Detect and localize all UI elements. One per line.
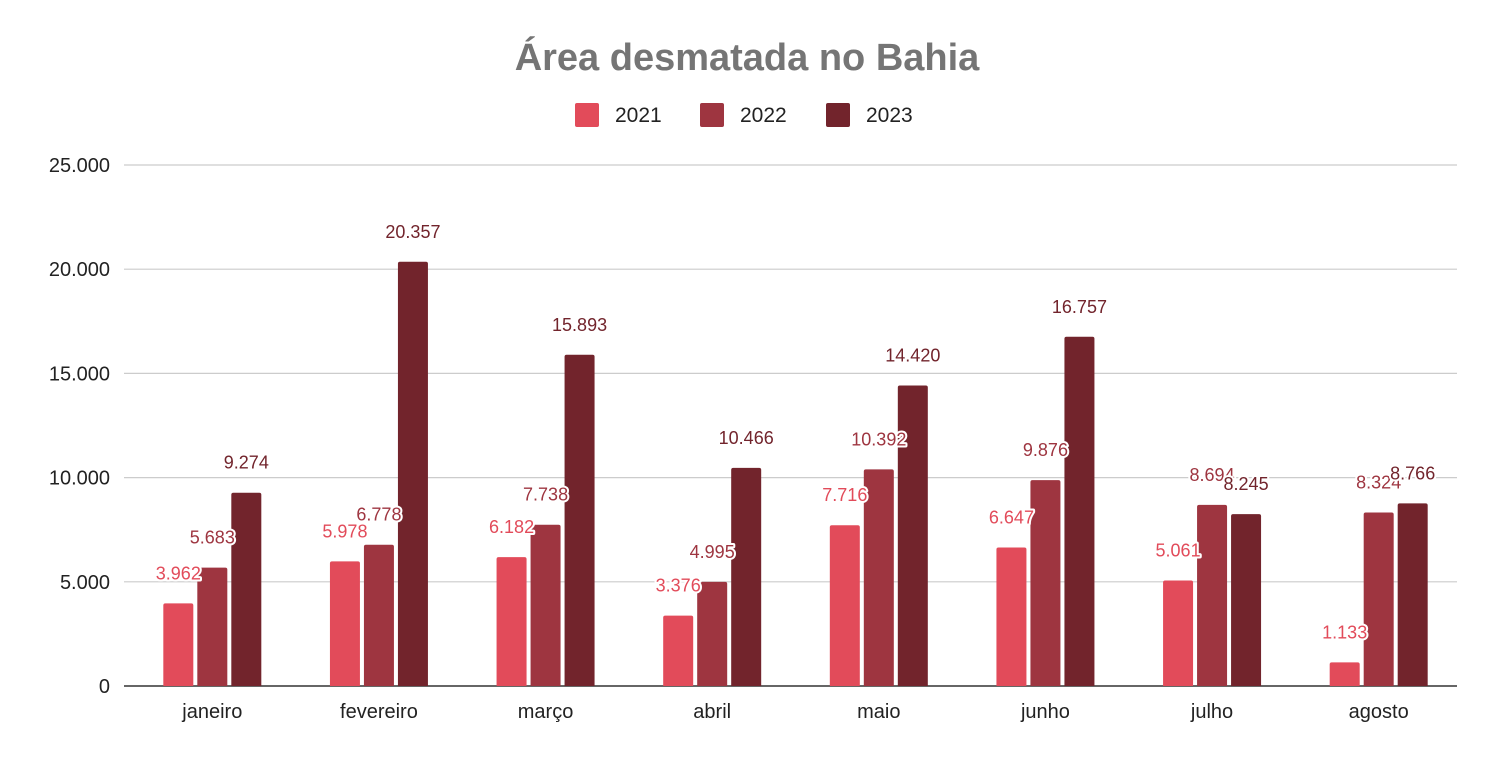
data-label-2022-maio: 10.392: [851, 429, 906, 449]
data-label-2022-março: 7.738: [523, 485, 568, 505]
x-axis: janeiro fevereiro março abril maio junho julho…: [181, 701, 1408, 723]
bar-2023-janeiro: [231, 492, 262, 686]
legend-label: 2022: [740, 104, 787, 127]
data-label-2021-maio: 7.716: [822, 485, 867, 505]
y-tick-label: 10.000: [49, 468, 110, 490]
bars: [163, 261, 1428, 686]
data-label-2022-fevereiro: 6.778: [356, 505, 401, 525]
data-label-2021-abril: 3.376: [656, 576, 701, 596]
bar-2022-fevereiro: [363, 544, 394, 686]
bar-2023-maio: [897, 385, 928, 686]
y-tick-label: 5.000: [60, 572, 110, 594]
legend-item-2022: 2022: [700, 103, 787, 127]
data-label-2022-janeiro: 5.683: [190, 528, 235, 548]
bar-2021-janeiro: [163, 603, 194, 686]
bar-2021-abril: [663, 615, 694, 686]
legend-label: 2023: [866, 104, 913, 127]
bar-2021-junho: [996, 547, 1027, 686]
data-label-2021-julho: 5.061: [1156, 541, 1201, 561]
data-label-2022-abril: 4.995: [690, 542, 735, 562]
x-tick-label: abril: [693, 701, 731, 723]
y-tick-label: 15.000: [49, 363, 110, 385]
x-tick-label: março: [518, 701, 574, 723]
bar-2023-julho: [1231, 514, 1262, 686]
data-label-2023-março: 15.893: [552, 315, 607, 335]
bar-2022-março: [530, 524, 561, 686]
data-label-2021-março: 6.182: [489, 517, 534, 537]
data-label-2023-abril: 10.466: [719, 428, 774, 448]
data-label-2023-julho: 8.245: [1224, 474, 1269, 494]
legend-label: 2021: [615, 104, 662, 127]
bar-2021-fevereiro: [329, 561, 360, 686]
bar-2022-agosto: [1363, 512, 1394, 686]
data-label-2021-janeiro: 3.962: [156, 563, 201, 583]
data-label-2023-agosto: 8.766: [1390, 463, 1435, 483]
bar-2023-agosto: [1397, 503, 1428, 686]
data-label-2022-agosto: 8.324: [1356, 473, 1401, 493]
data-label-2023-maio: 14.420: [885, 345, 940, 365]
legend-item-2023: 2023: [826, 103, 913, 127]
bar-2022-junho: [1030, 480, 1061, 686]
chart-legend: 2021 2022 2023: [575, 103, 913, 127]
legend-item-2021: 2021: [575, 103, 662, 127]
x-tick-label: maio: [857, 701, 900, 723]
x-tick-label: junho: [1020, 701, 1070, 723]
bar-2022-janeiro: [197, 567, 228, 686]
x-tick-label: fevereiro: [340, 701, 418, 723]
bar-2021-maio: [829, 525, 860, 686]
data-label-2023-janeiro: 9.274: [224, 453, 269, 473]
bar-2022-abril: [697, 581, 728, 686]
legend-swatch: [826, 103, 850, 127]
data-label-2022-julho: 8.694: [1190, 465, 1235, 485]
y-tick-label: 0: [99, 676, 110, 698]
y-tick-label: 25.000: [49, 155, 110, 177]
legend-swatch: [575, 103, 599, 127]
y-axis: 0 5.000 10.000 15.000 20.000 25.000: [49, 155, 110, 698]
data-label-2022-junho: 9.876: [1023, 440, 1068, 460]
legend-swatch: [700, 103, 724, 127]
bar-2022-julho: [1197, 504, 1228, 686]
chart-title: Área desmatada no Bahia: [515, 35, 980, 79]
x-tick-label: julho: [1190, 701, 1233, 723]
data-label-2023-junho: 16.757: [1052, 297, 1107, 317]
data-label-2021-fevereiro: 5.978: [322, 521, 367, 541]
bar-2021-julho: [1163, 580, 1194, 686]
data-label-2021-agosto: 1.133: [1322, 622, 1367, 642]
data-label-2021-junho: 6.647: [989, 507, 1034, 527]
bar-2022-maio: [863, 469, 894, 686]
data-label-2023-fevereiro: 20.357: [385, 222, 440, 242]
bar-2023-junho: [1064, 336, 1095, 686]
x-tick-label: janeiro: [181, 701, 242, 723]
bar-2023-março: [564, 354, 595, 686]
bar-2023-abril: [731, 467, 762, 686]
x-tick-label: agosto: [1349, 701, 1409, 723]
bar-2021-março: [496, 557, 527, 686]
bar-2021-agosto: [1329, 662, 1360, 686]
bar-2023-fevereiro: [397, 261, 428, 686]
y-tick-label: 20.000: [49, 259, 110, 281]
